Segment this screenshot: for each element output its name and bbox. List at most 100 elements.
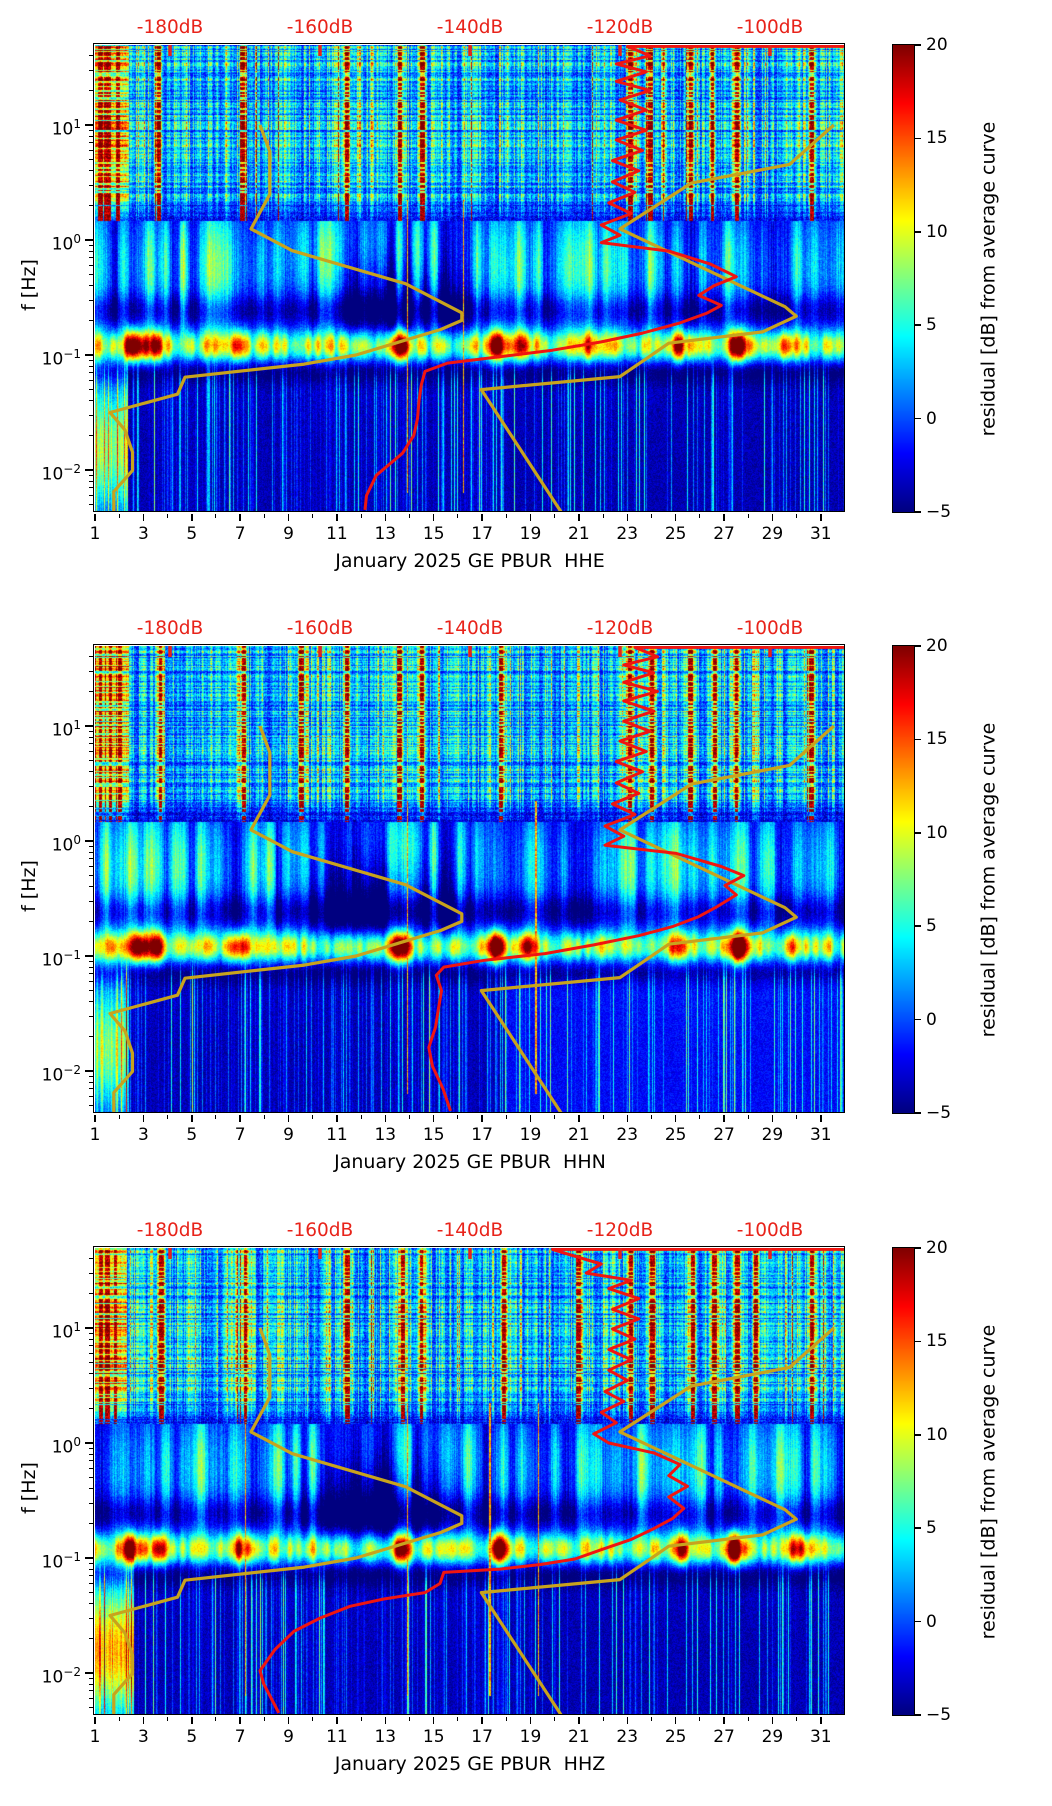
y-tick-minor <box>88 1460 94 1462</box>
x-tick-minor <box>409 1716 411 1722</box>
y-tick-minor <box>88 135 94 137</box>
y-tick-minor <box>88 760 94 762</box>
x-tick-label: 19 <box>519 1727 542 1747</box>
x-tick-label: 17 <box>471 1125 493 1145</box>
y-tick-minor <box>88 1683 94 1685</box>
y-tick-minor <box>88 981 94 982</box>
x-tick-minor <box>602 513 604 519</box>
x-tick-minor <box>699 513 701 519</box>
y-tick-minor <box>88 1081 94 1083</box>
x-tick-major <box>239 513 241 521</box>
x-tick-label: 29 <box>761 1125 784 1145</box>
y-tick-base: 10 <box>41 1552 64 1573</box>
colorbar-tick-label: 15 <box>926 128 948 149</box>
x-tick-minor <box>554 1114 556 1120</box>
x-tick-minor <box>360 513 362 519</box>
x-tick-label: 3 <box>137 1727 149 1747</box>
x-tick-label: 9 <box>283 1125 294 1145</box>
y-tick-minor <box>88 805 94 807</box>
colorbar-tick <box>915 1018 922 1021</box>
y-tick-minor <box>88 730 94 732</box>
y-tick-label: 100 <box>33 228 81 255</box>
x-tick-major <box>529 513 532 521</box>
colorbar-tick <box>915 738 922 741</box>
x-tick-label: 27 <box>713 1727 735 1747</box>
x-tick-label: 7 <box>234 524 246 544</box>
x-tick-major <box>287 1716 290 1724</box>
x-tick-major <box>771 1114 774 1122</box>
y-tick-label: 100 <box>33 1431 81 1458</box>
y-tick-minor <box>88 690 94 692</box>
x-tick-minor <box>505 1114 507 1120</box>
y-tick-minor <box>88 1447 94 1449</box>
x-tick-major <box>820 1114 822 1122</box>
top-axis-label: -160dB <box>286 1220 354 1241</box>
colorbar-tick <box>915 645 922 647</box>
y-tick-exponent: 1 <box>73 718 81 732</box>
colorbar-tick <box>915 1112 922 1114</box>
y-axis-label: f [Hz] <box>18 1462 40 1514</box>
y-tick-exponent: −1 <box>63 948 81 962</box>
x-tick-major <box>432 1114 435 1122</box>
y-tick-exponent: 1 <box>73 117 81 131</box>
colorbar-tick-label: 10 <box>926 1424 948 1445</box>
x-tick-minor <box>360 1114 362 1120</box>
y-tick-minor <box>88 1453 94 1455</box>
y-tick-minor <box>88 1502 94 1504</box>
x-tick-label: 27 <box>713 524 735 544</box>
x-tick-minor <box>167 513 169 519</box>
top-axis-label: -180dB <box>136 17 204 38</box>
y-tick-minor <box>88 670 94 672</box>
x-tick-major <box>94 513 96 521</box>
colorbar-tick-label: 5 <box>926 1518 937 1539</box>
x-tick-major <box>529 1716 532 1724</box>
x-tick-minor <box>457 1114 459 1120</box>
y-tick-minor <box>88 1407 94 1409</box>
x-tick-major <box>384 1716 387 1724</box>
x-tick-major <box>820 1716 822 1724</box>
x-tick-major <box>578 513 580 521</box>
y-tick-base: 10 <box>51 1437 74 1458</box>
y-tick-minor <box>88 1637 94 1639</box>
y-tick-minor <box>88 1088 94 1090</box>
y-tick-minor <box>88 414 94 416</box>
x-tick-major <box>287 1114 290 1122</box>
colorbar-tick-label: 5 <box>926 916 937 937</box>
x-tick-label: 21 <box>568 1727 590 1747</box>
top-axis-label: -120dB <box>586 618 654 639</box>
y-tick-minor <box>88 1387 94 1389</box>
x-tick-minor <box>167 1114 169 1120</box>
x-tick-major <box>336 513 338 521</box>
x-tick-label: 23 <box>616 1125 639 1145</box>
x-tick-label: 29 <box>761 524 784 544</box>
x-tick-minor <box>263 513 265 519</box>
y-tick-label: 10−2 <box>33 1059 81 1086</box>
y-tick-minor <box>88 1603 94 1605</box>
y-tick-exponent: −2 <box>63 462 81 476</box>
x-tick-label: 5 <box>186 1727 198 1747</box>
colorbar-tick <box>915 511 922 513</box>
x-tick-minor <box>796 513 798 519</box>
x-tick-major <box>529 1114 532 1122</box>
y-tick-minor <box>88 1035 94 1037</box>
y-tick-minor <box>88 1617 94 1619</box>
x-tick-label: 1 <box>89 524 101 544</box>
top-axis-label: -120dB <box>586 17 654 38</box>
y-tick-minor <box>88 1015 94 1017</box>
x-tick-minor <box>409 513 411 519</box>
y-axis-label: f [Hz] <box>18 860 40 912</box>
spectrogram-heatmap <box>95 1248 845 1715</box>
y-tick-base: 10 <box>41 1065 64 1086</box>
y-tick-minor <box>88 920 94 922</box>
y-tick-minor <box>88 1677 94 1679</box>
x-tick-major <box>723 513 725 521</box>
x-tick-minor <box>747 513 749 519</box>
top-axis-label: -180dB <box>136 618 204 639</box>
y-tick-minor <box>88 257 94 259</box>
x-tick-label: 31 <box>809 524 832 544</box>
x-tick-label: 21 <box>568 524 590 544</box>
x-tick-minor <box>747 1114 749 1120</box>
y-tick-label: 100 <box>33 829 81 856</box>
x-tick-minor <box>505 513 507 519</box>
colorbar-tick <box>915 1714 922 1716</box>
